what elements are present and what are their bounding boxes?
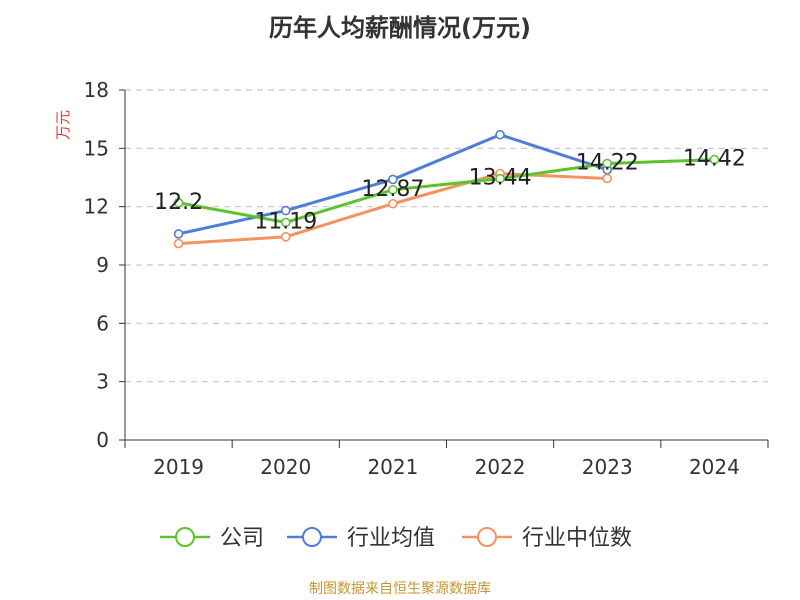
y-tick-label: 0 xyxy=(96,428,109,452)
legend-marker xyxy=(477,527,497,547)
data-label: 14.42 xyxy=(683,147,746,172)
data-point xyxy=(602,158,613,169)
axes: 0 3 6 9 12 15 18 2019 2020 2021 2022 2023 2024 万元 xyxy=(54,78,769,479)
y-tick-label: 3 xyxy=(96,370,109,394)
data-point xyxy=(280,232,291,242)
x-tick-label: 2022 xyxy=(475,455,526,479)
y-tick-label: 18 xyxy=(84,78,109,102)
legend-label: 公司 xyxy=(220,526,264,551)
data-point xyxy=(388,174,398,185)
data-point xyxy=(709,154,720,165)
data-point xyxy=(388,198,398,209)
x-tick-label: 2023 xyxy=(582,455,633,479)
y-axis-label: 万元 xyxy=(54,110,72,140)
data-label: 14.22 xyxy=(576,151,639,176)
x-tick-label: 2024 xyxy=(689,455,740,479)
source-note: 制图数据来自恒生聚源数据库 xyxy=(309,581,491,597)
y-tick-label: 12 xyxy=(84,195,109,219)
x-tick-label: 2021 xyxy=(367,455,418,479)
legend-item[interactable]: 公司 xyxy=(160,526,264,551)
series-lines xyxy=(173,129,720,249)
y-tick-label: 9 xyxy=(96,253,109,277)
legend-item[interactable]: 行业中位数 xyxy=(462,526,632,551)
data-point xyxy=(173,229,184,239)
data-label: 12.87 xyxy=(361,177,424,202)
legend-label: 行业中位数 xyxy=(522,526,632,551)
legend-item[interactable]: 行业均值 xyxy=(287,526,435,551)
data-point xyxy=(602,173,613,184)
data-labels: 12.2 11.19 12.87 13.44 14.22 14.42 xyxy=(154,147,746,235)
data-point xyxy=(173,238,184,249)
data-label: 12.2 xyxy=(154,190,203,215)
data-point xyxy=(280,205,291,216)
legend-label: 行业均值 xyxy=(347,526,435,551)
data-label: 11.19 xyxy=(254,209,317,234)
series-line xyxy=(178,158,715,224)
grid-lines xyxy=(125,89,768,383)
data-label: 13.44 xyxy=(469,166,532,191)
chart-title: 历年人均薪酬情况(万元) xyxy=(269,14,531,42)
data-point xyxy=(388,184,398,195)
data-point xyxy=(495,173,505,184)
x-tick-label: 2019 xyxy=(153,455,204,479)
data-point xyxy=(173,197,184,208)
y-tick-label: 15 xyxy=(84,136,109,160)
data-point xyxy=(280,217,291,228)
y-tick-label: 6 xyxy=(96,311,109,335)
legend-marker xyxy=(175,527,195,547)
legend-marker xyxy=(302,527,322,547)
data-point xyxy=(495,129,505,140)
x-tick-label: 2020 xyxy=(260,455,311,479)
legend: 公司 行业均值 行业中位数 xyxy=(160,526,632,551)
